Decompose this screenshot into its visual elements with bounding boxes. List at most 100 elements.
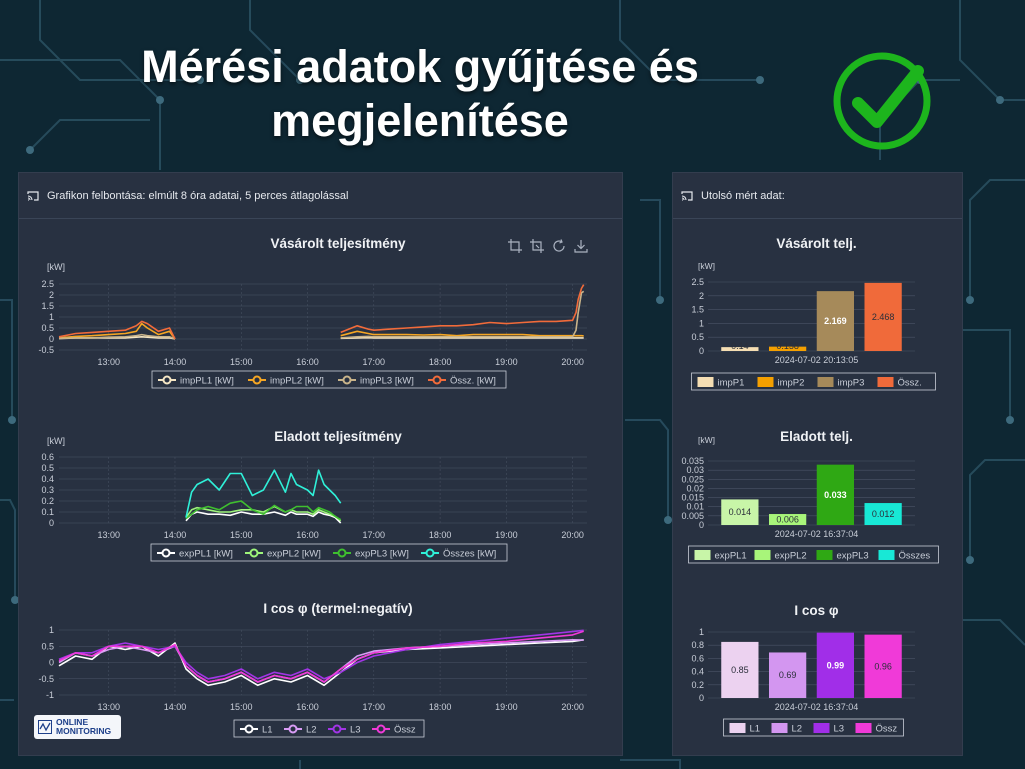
bought_last-y-axis-label: [kW] (698, 261, 715, 271)
icos-x-tick-label: 20:00 (561, 702, 584, 712)
sold-series-line (185, 469, 342, 518)
bought-y-tick-label: 1.5 (41, 301, 54, 311)
sold-legend-label: expPL1 [kW] (179, 549, 233, 560)
icos-legend-box (233, 719, 425, 738)
icos-y-tick-label: 0.5 (41, 641, 54, 651)
sold_last-data-label: 0.012 (872, 509, 895, 519)
bought_last-bar (769, 346, 807, 351)
monitoring-logo-icon (38, 720, 52, 734)
bought-x-tick-label: 15:00 (230, 357, 253, 367)
bought-legend-label: impPL3 [kW] (360, 376, 414, 387)
bought_last-chart-title: Vásárolt telj. (776, 236, 856, 251)
sold-legend-marker (425, 548, 435, 558)
latest-charts: Vásárolt telj. [kW] 2.5 2 1.5 1 0.5 0 0.14 0.158 2… (681, 236, 939, 737)
bought_last-data-label: 2.169 (824, 316, 847, 326)
sold-x-tick-label: 13:00 (97, 530, 120, 540)
bought_last-x-axis-label: 2024-07-02 20:13:05 (775, 355, 859, 365)
sold-y-tick-label: 0.3 (41, 485, 54, 495)
latest-panel-title: Utolsó mért adat: (701, 189, 785, 202)
sold-x-tick-label: 19:00 (495, 530, 518, 540)
latest-panel: Utolsó mért adat: Vásárolt telj. [kW] 2.5 2… (672, 172, 963, 756)
sold-x-tick-label: 17:00 (363, 530, 386, 540)
sold_last-legend-box (688, 545, 939, 564)
icos-x-tick-label: 17:00 (363, 702, 386, 712)
sold-y-tick-label: 0 (49, 518, 54, 528)
logo-line-1: ONLINE (56, 717, 89, 727)
icos-legend-label: L1 (262, 725, 273, 736)
online-monitoring-logo: ONLINE MONITORING (34, 715, 121, 739)
sold_last-x-axis-label: 2024-07-02 16:37:04 (775, 529, 859, 539)
bought-legend-label: impPL1 [kW] (180, 376, 234, 387)
sold_last-legend-label: expPL1 (715, 551, 747, 562)
sold-y-tick-label: 0.2 (41, 496, 54, 506)
icos-chart-title: I cos φ (termel:negatív) (263, 601, 412, 616)
icos-y-tick-label: -1 (46, 690, 54, 700)
icos_last-data-label: 0.99 (827, 660, 845, 670)
bought-y-tick-label: 0 (49, 334, 54, 344)
icos-y-tick-label: 0 (49, 658, 54, 668)
icos_last-legend-box (723, 718, 904, 737)
icos-x-tick-label: 13:00 (97, 702, 120, 712)
sold-legend-label: Összes [kW] (443, 549, 496, 560)
icos_last-chart-title: I cos φ (794, 603, 839, 618)
icos-legend-marker (244, 724, 254, 734)
icos_last-y-tick-label: 0 (699, 693, 704, 703)
icos-series-line (58, 629, 584, 680)
icos-legend-marker (332, 724, 342, 734)
refresh-icon[interactable] (552, 239, 566, 253)
bought-legend-marker (162, 375, 172, 385)
sold_last-y-tick-label: 0.015 (681, 493, 704, 503)
bought-y-tick-label: 1 (49, 312, 54, 322)
sold-x-tick-label: 16:00 (296, 530, 319, 540)
icos_last-y-tick-label: 1 (699, 627, 704, 637)
bought_last-y-tick-label: 2 (699, 291, 704, 301)
icos_last-bar (816, 632, 854, 698)
sold_last-legend-label: expPL3 (837, 551, 869, 562)
sold-x-tick-label: 18:00 (429, 530, 452, 540)
bought-y-tick-label: -0.5 (38, 345, 54, 355)
icos-x-tick-label: 15:00 (230, 702, 253, 712)
icos-x-tick-label: 19:00 (495, 702, 518, 712)
sold_last-y-tick-label: 0.02 (686, 483, 704, 493)
icos-y-tick-label: 1 (49, 625, 54, 635)
sold_last-bar (721, 499, 759, 525)
sold-legend-box (150, 543, 508, 562)
icos_last-legend-label: L3 (834, 724, 845, 735)
bought_last-y-tick-label: 1.5 (691, 305, 704, 315)
bought_last-legend-swatch (757, 377, 774, 387)
sold-x-tick-label: 20:00 (561, 530, 584, 540)
checkmark-icon (833, 52, 931, 150)
bought_last-bar (816, 291, 854, 351)
sold_last-y-tick-label: 0.03 (686, 465, 704, 475)
slide-title-line-1: Mérési adatok gyűjtése és (141, 41, 699, 92)
sold-legend-marker (249, 548, 259, 558)
sold_last-legend-label: Összes (899, 551, 931, 562)
history-charts: Vásárolt teljesítmény[kW]2.521.510.50-0.… (38, 236, 587, 738)
sold-legend-marker (337, 548, 347, 558)
icos_last-legend-swatch (813, 723, 830, 733)
icos-legend-label: L3 (350, 725, 361, 736)
sold-series-line (185, 511, 342, 524)
sold_last-legend-swatch (816, 550, 833, 560)
icos-legend-label: L2 (306, 725, 317, 736)
bought-legend-marker (432, 375, 442, 385)
sold_last-legend-swatch (754, 550, 771, 560)
bought-series-line (58, 284, 585, 340)
bought-x-tick-label: 19:00 (495, 357, 518, 367)
sold_last-data-label: 0.014 (729, 507, 752, 517)
download-icon[interactable] (574, 239, 588, 253)
zoom-icon[interactable] (508, 239, 522, 253)
sold_last-y-tick-label: 0.01 (686, 502, 704, 512)
bought_last-legend-swatch (817, 377, 834, 387)
sold_last-data-label: 0.033 (824, 490, 847, 500)
zoom-reset-icon[interactable] (530, 239, 544, 253)
bought-chart-title: Vásárolt teljesítmény (270, 236, 406, 251)
bought-legend-marker (342, 375, 352, 385)
bought_last-y-tick-label: 1 (699, 318, 704, 328)
bought-x-tick-label: 16:00 (296, 357, 319, 367)
bought_last-y-tick-label: 0 (699, 346, 704, 356)
icos_last-data-label: 0.69 (779, 670, 797, 680)
bought-series-line (58, 290, 585, 340)
bought-legend-marker (252, 375, 262, 385)
sold-y-tick-label: 0.1 (41, 507, 54, 517)
